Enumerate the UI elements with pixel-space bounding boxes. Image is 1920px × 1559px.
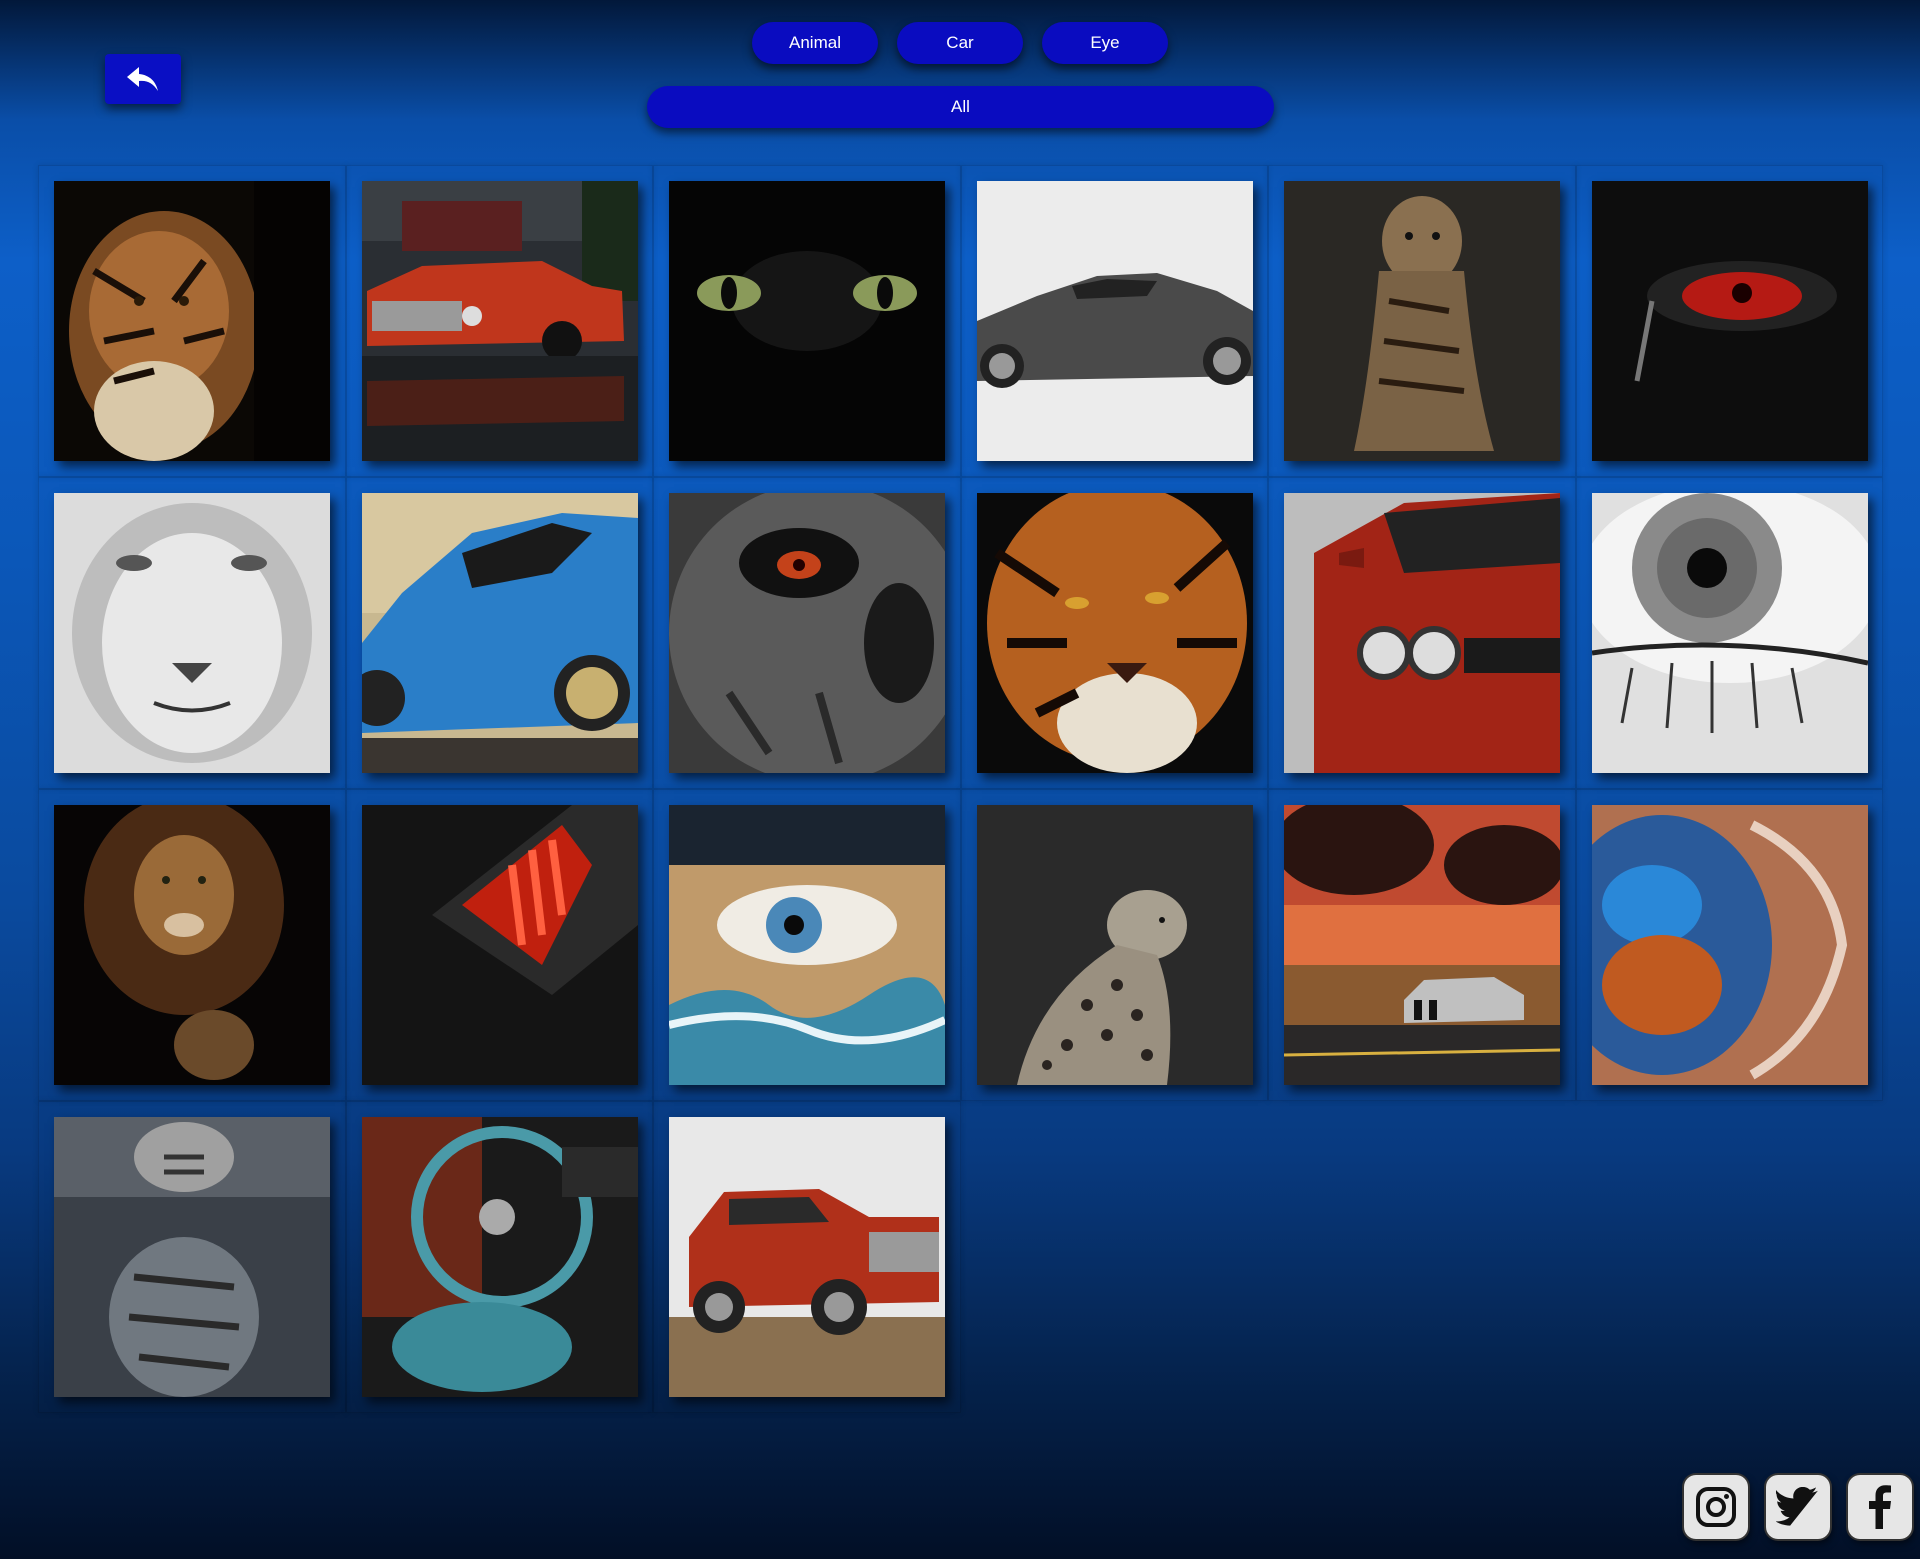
back-button[interactable]: [105, 54, 181, 104]
gallery-cell: [345, 477, 653, 789]
gallery-cell: [38, 789, 346, 1101]
gallery-cell: [653, 1101, 961, 1413]
lion-image: [54, 805, 330, 1085]
gallery-cell: [38, 1101, 346, 1413]
car-image: [1284, 493, 1560, 773]
car-image: [361, 1117, 638, 1397]
tiger-image: [976, 493, 1253, 773]
gallery-image-cat-tiger[interactable]: [54, 1117, 330, 1397]
gallery-cell: [345, 1101, 653, 1413]
reply-arrow-icon: [127, 67, 158, 91]
gallery-image-coupe[interactable]: [976, 181, 1253, 461]
gallery-cell: [345, 165, 653, 477]
gallery-image-skull-eye[interactable]: [669, 493, 945, 773]
gallery-image-tiger-sitting[interactable]: [1284, 181, 1560, 461]
gallery-image-truck[interactable]: [669, 1117, 945, 1397]
twitter-icon: [1776, 1487, 1818, 1526]
eye-image: [669, 181, 945, 461]
gallery-cell: [1268, 165, 1576, 477]
lion-image: [54, 493, 330, 773]
gallery-image-tiger[interactable]: [54, 181, 330, 461]
eye-image: [1591, 493, 1868, 773]
gallery-image-tiger-face[interactable]: [976, 493, 1253, 773]
eye-image: [669, 493, 945, 773]
gallery-image-lion[interactable]: [54, 805, 330, 1085]
instagram-button[interactable]: [1684, 1475, 1748, 1539]
gallery-cell: [960, 789, 1268, 1101]
filter-all-button[interactable]: All: [647, 86, 1274, 128]
cat-image: [54, 1117, 330, 1397]
gallery-image-interior[interactable]: [361, 1117, 638, 1397]
gallery-image-blue-car[interactable]: [361, 493, 638, 773]
image-gallery: [38, 165, 1883, 1413]
gallery-image-pickup[interactable]: [361, 181, 638, 461]
leopard-image: [976, 805, 1253, 1085]
gallery-image-blue-eye[interactable]: [1591, 805, 1868, 1085]
gallery-image-white-lion[interactable]: [54, 493, 330, 773]
eye-image: [669, 805, 945, 1085]
gallery-image-red-car[interactable]: [1284, 493, 1560, 773]
gallery-cell: [345, 789, 653, 1101]
gallery-cell: [38, 477, 346, 789]
gallery-cell: [960, 477, 1268, 789]
car-image: [976, 181, 1253, 461]
tiger-image: [54, 181, 330, 461]
car-image: [361, 493, 638, 773]
eye-image: [1591, 181, 1868, 461]
eye-image: [1591, 805, 1868, 1085]
gallery-image-eye-wave[interactable]: [669, 805, 945, 1085]
filter-eye-button[interactable]: Eye: [1042, 22, 1168, 64]
tiger-image: [1284, 181, 1560, 461]
gallery-cell: [960, 165, 1268, 477]
car-image: [1284, 805, 1560, 1085]
gallery-cell: [1268, 477, 1576, 789]
gallery-cell: [653, 789, 961, 1101]
gallery-image-leopard[interactable]: [976, 805, 1253, 1085]
gallery-image-taillight[interactable]: [361, 805, 638, 1085]
instagram-icon: [1696, 1487, 1736, 1527]
car-image: [361, 805, 638, 1085]
twitter-button[interactable]: [1766, 1475, 1830, 1539]
car-image: [669, 1117, 945, 1397]
car-image: [361, 181, 638, 461]
gallery-cell: [1575, 789, 1883, 1101]
gallery-cell: [1268, 789, 1576, 1101]
gallery-image-sunset-car[interactable]: [1284, 805, 1560, 1085]
gallery-cell: [38, 165, 346, 477]
filter-car-button[interactable]: Car: [897, 22, 1023, 64]
gallery-cell: [653, 477, 961, 789]
gallery-image-dragon-eyes[interactable]: [669, 181, 945, 461]
gallery-image-red-eye[interactable]: [1591, 181, 1868, 461]
gallery-image-grey-eye[interactable]: [1591, 493, 1868, 773]
filter-animal-button[interactable]: Animal: [752, 22, 878, 64]
gallery-cell: [1575, 477, 1883, 789]
facebook-icon: [1869, 1485, 1891, 1529]
gallery-cell: [653, 165, 961, 477]
gallery-cell: [1575, 165, 1883, 477]
facebook-button[interactable]: [1848, 1475, 1912, 1539]
